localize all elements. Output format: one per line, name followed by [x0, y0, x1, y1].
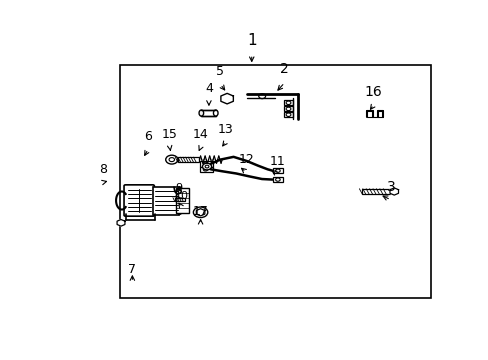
Bar — [200, 161, 212, 167]
Bar — [175, 188, 188, 213]
Text: 14: 14 — [192, 128, 208, 141]
Circle shape — [193, 207, 207, 217]
Bar — [283, 112, 293, 117]
Text: 15: 15 — [162, 128, 178, 141]
Text: 12: 12 — [238, 153, 253, 166]
Bar — [272, 177, 283, 183]
Bar — [283, 107, 293, 111]
Polygon shape — [221, 93, 233, 104]
Bar — [120, 66, 430, 298]
Bar — [200, 167, 212, 172]
Ellipse shape — [213, 110, 218, 116]
Ellipse shape — [199, 110, 203, 116]
Bar — [178, 157, 198, 162]
Text: 11: 11 — [269, 155, 285, 168]
Text: 7: 7 — [128, 263, 136, 276]
FancyBboxPatch shape — [124, 185, 154, 216]
Text: 2: 2 — [280, 63, 288, 76]
Text: 17: 17 — [192, 205, 208, 218]
Text: 5: 5 — [216, 65, 224, 78]
Polygon shape — [196, 209, 204, 216]
Text: 9: 9 — [175, 183, 182, 193]
Bar — [283, 100, 293, 105]
Text: 3: 3 — [386, 180, 394, 194]
Bar — [272, 168, 283, 174]
Bar — [153, 187, 178, 215]
Polygon shape — [389, 188, 398, 195]
Bar — [362, 189, 389, 194]
Bar — [201, 110, 215, 116]
Text: 10: 10 — [174, 191, 188, 201]
Circle shape — [165, 155, 178, 164]
Text: 4: 4 — [204, 82, 212, 95]
Text: 6: 6 — [144, 130, 152, 143]
Polygon shape — [117, 220, 125, 226]
Text: 8: 8 — [99, 163, 106, 176]
Text: 13: 13 — [218, 122, 233, 135]
Circle shape — [202, 163, 211, 170]
Bar — [175, 198, 185, 202]
Text: 16: 16 — [364, 85, 382, 99]
Text: 1: 1 — [246, 33, 256, 48]
